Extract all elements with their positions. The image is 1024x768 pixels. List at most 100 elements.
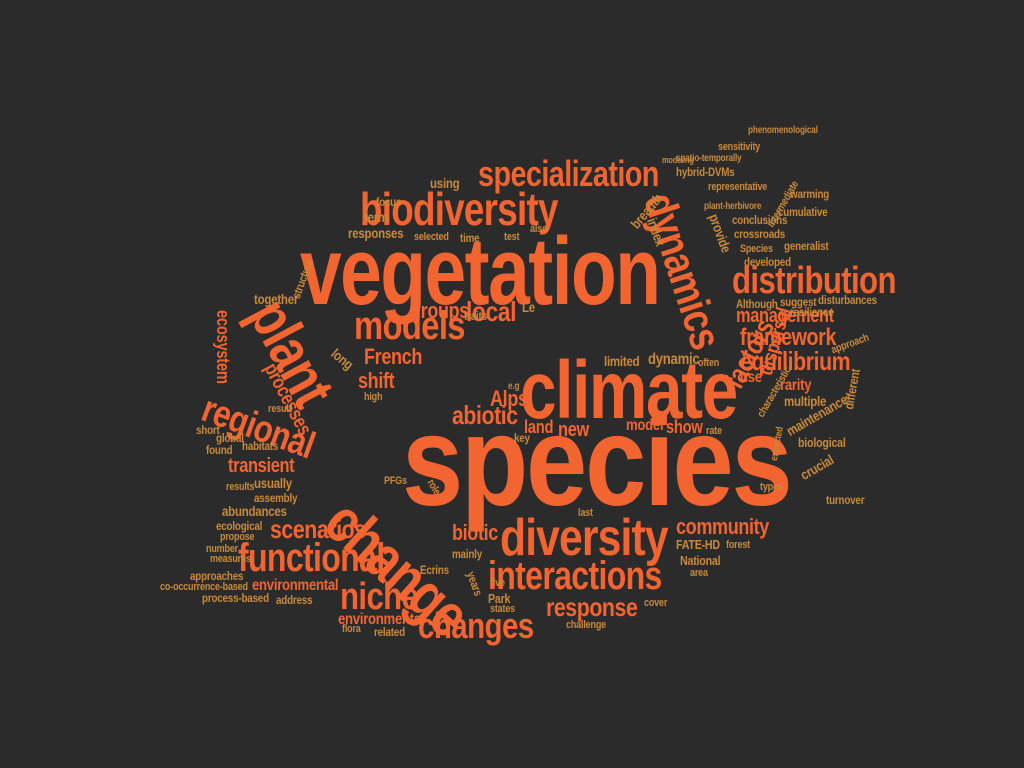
word-warming: warming <box>790 187 830 201</box>
word-representative: representative <box>708 181 768 193</box>
word-local: local <box>466 296 517 327</box>
word-Alps: Alps <box>490 386 528 411</box>
word-Ecrins: Ecrins <box>420 563 449 577</box>
word-area: area <box>690 567 708 579</box>
word-FATE-HD: FATE-HD <box>676 537 720 552</box>
word-forest: forest <box>726 539 750 551</box>
word-flora: flora <box>342 623 361 635</box>
word-multiple: multiple <box>784 393 827 409</box>
word-generalist: generalist <box>784 239 829 253</box>
word-crossroads: crossroads <box>734 227 786 241</box>
word-environments: environments <box>338 611 421 628</box>
word-propose: propose <box>220 531 255 543</box>
word-eg: e.g <box>508 381 520 392</box>
word-disturbances: disturbances <box>818 293 877 307</box>
word-changes: changes <box>418 605 534 646</box>
word-model: model <box>626 417 664 434</box>
word-cover: cover <box>644 597 668 609</box>
word-shift: shift <box>358 368 395 393</box>
word-measures: measures <box>210 553 251 565</box>
word-result: result <box>268 403 292 415</box>
word-modeling: modeling <box>662 155 694 165</box>
word-habitats: habitats <box>242 439 279 453</box>
word-approach: approach <box>829 331 871 357</box>
word-developed: developed <box>744 255 791 269</box>
word-dynamic: dynamic <box>648 351 700 368</box>
word-hybrid-dvms: hybrid-DVMs <box>676 165 735 179</box>
word-equilibrium: equilibrium <box>740 346 851 376</box>
word-abiotic: abiotic <box>452 400 518 430</box>
word-suggest: suggest <box>780 295 817 309</box>
word-mainly: mainly <box>452 547 482 561</box>
word-functional: functional <box>238 536 385 580</box>
word-types: types <box>760 481 783 493</box>
word-spatio-temporally: spatio-temporally <box>676 153 742 164</box>
word-co-occurrence: co-occurrence-based <box>160 581 248 593</box>
word-response: response <box>546 592 638 622</box>
word-challenge: challenge <box>566 619 606 631</box>
word-abundances: abundances <box>222 503 287 519</box>
word-crucial: crucial <box>797 451 837 483</box>
word-environmental: environmental <box>252 577 339 594</box>
word-responses: responses <box>348 225 404 241</box>
word-limited: limited <box>604 353 640 369</box>
word-rate: rate <box>706 425 722 437</box>
word-global: global <box>216 431 244 445</box>
word-related: related <box>374 625 405 639</box>
word-biological: biological <box>798 435 846 450</box>
word-process-based: process-based <box>202 591 269 605</box>
word-specialization: specialization <box>478 153 659 194</box>
word-five: five <box>490 577 505 589</box>
word-using: using <box>430 175 460 191</box>
word-scenarios: scenarios <box>270 514 366 544</box>
word-phenomenological: phenomenological <box>748 125 818 136</box>
word-community: community <box>676 514 769 539</box>
word-time: time <box>460 231 480 245</box>
word-high: high <box>364 391 383 403</box>
word-approaches: approaches <box>190 569 244 583</box>
word-focus: focus <box>376 195 402 209</box>
word-cumulative: cumulative <box>778 205 828 219</box>
word-conclusions: conclusions <box>732 213 788 227</box>
word-provide: provide <box>705 211 735 255</box>
word-show: show <box>666 417 703 437</box>
word-key: key <box>514 431 530 445</box>
word-Species-small: Species <box>740 243 773 255</box>
word-together: together <box>254 291 299 307</box>
word-term: term <box>364 209 388 225</box>
word-traits: traits <box>464 309 487 323</box>
word-assembly: assembly <box>254 491 298 505</box>
word-results: results <box>226 481 255 493</box>
word-plant-herbivore: plant-herbivore <box>704 201 762 212</box>
word-diversity: diversity <box>500 509 669 567</box>
word-interactions: interactions <box>488 554 662 598</box>
word-rarity: rarity <box>780 377 812 394</box>
word-resilience: resilience <box>790 305 834 319</box>
word-address: address <box>276 593 313 607</box>
word-new: new <box>558 419 589 441</box>
word-test: test <box>504 231 520 243</box>
word-found: found <box>206 443 233 457</box>
word-niche: niche <box>340 576 419 618</box>
word-National: National <box>680 553 721 568</box>
word-biodiversity: biodiversity <box>360 183 558 235</box>
word-French: French <box>364 344 422 369</box>
word-biotic: biotic <box>452 520 498 545</box>
word-climate: climate <box>520 345 738 436</box>
word-often: often <box>698 357 720 369</box>
word-framework: framework <box>740 324 837 351</box>
word-Park: Park <box>488 591 511 606</box>
word-use: use <box>740 369 762 386</box>
word-land: land <box>524 417 554 437</box>
word-vegetation: vegetation <box>300 218 661 325</box>
word-usually: usually <box>254 475 292 491</box>
word-last: last <box>578 507 593 519</box>
word-sensitivity: sensitivity <box>718 141 761 153</box>
word-ecosystem: ecosystem <box>213 310 233 384</box>
word-species: species <box>402 390 793 533</box>
word-also: also <box>530 223 548 235</box>
word-number: number <box>206 543 239 555</box>
word-Although: Although <box>736 297 778 311</box>
word-models: models <box>354 304 466 348</box>
